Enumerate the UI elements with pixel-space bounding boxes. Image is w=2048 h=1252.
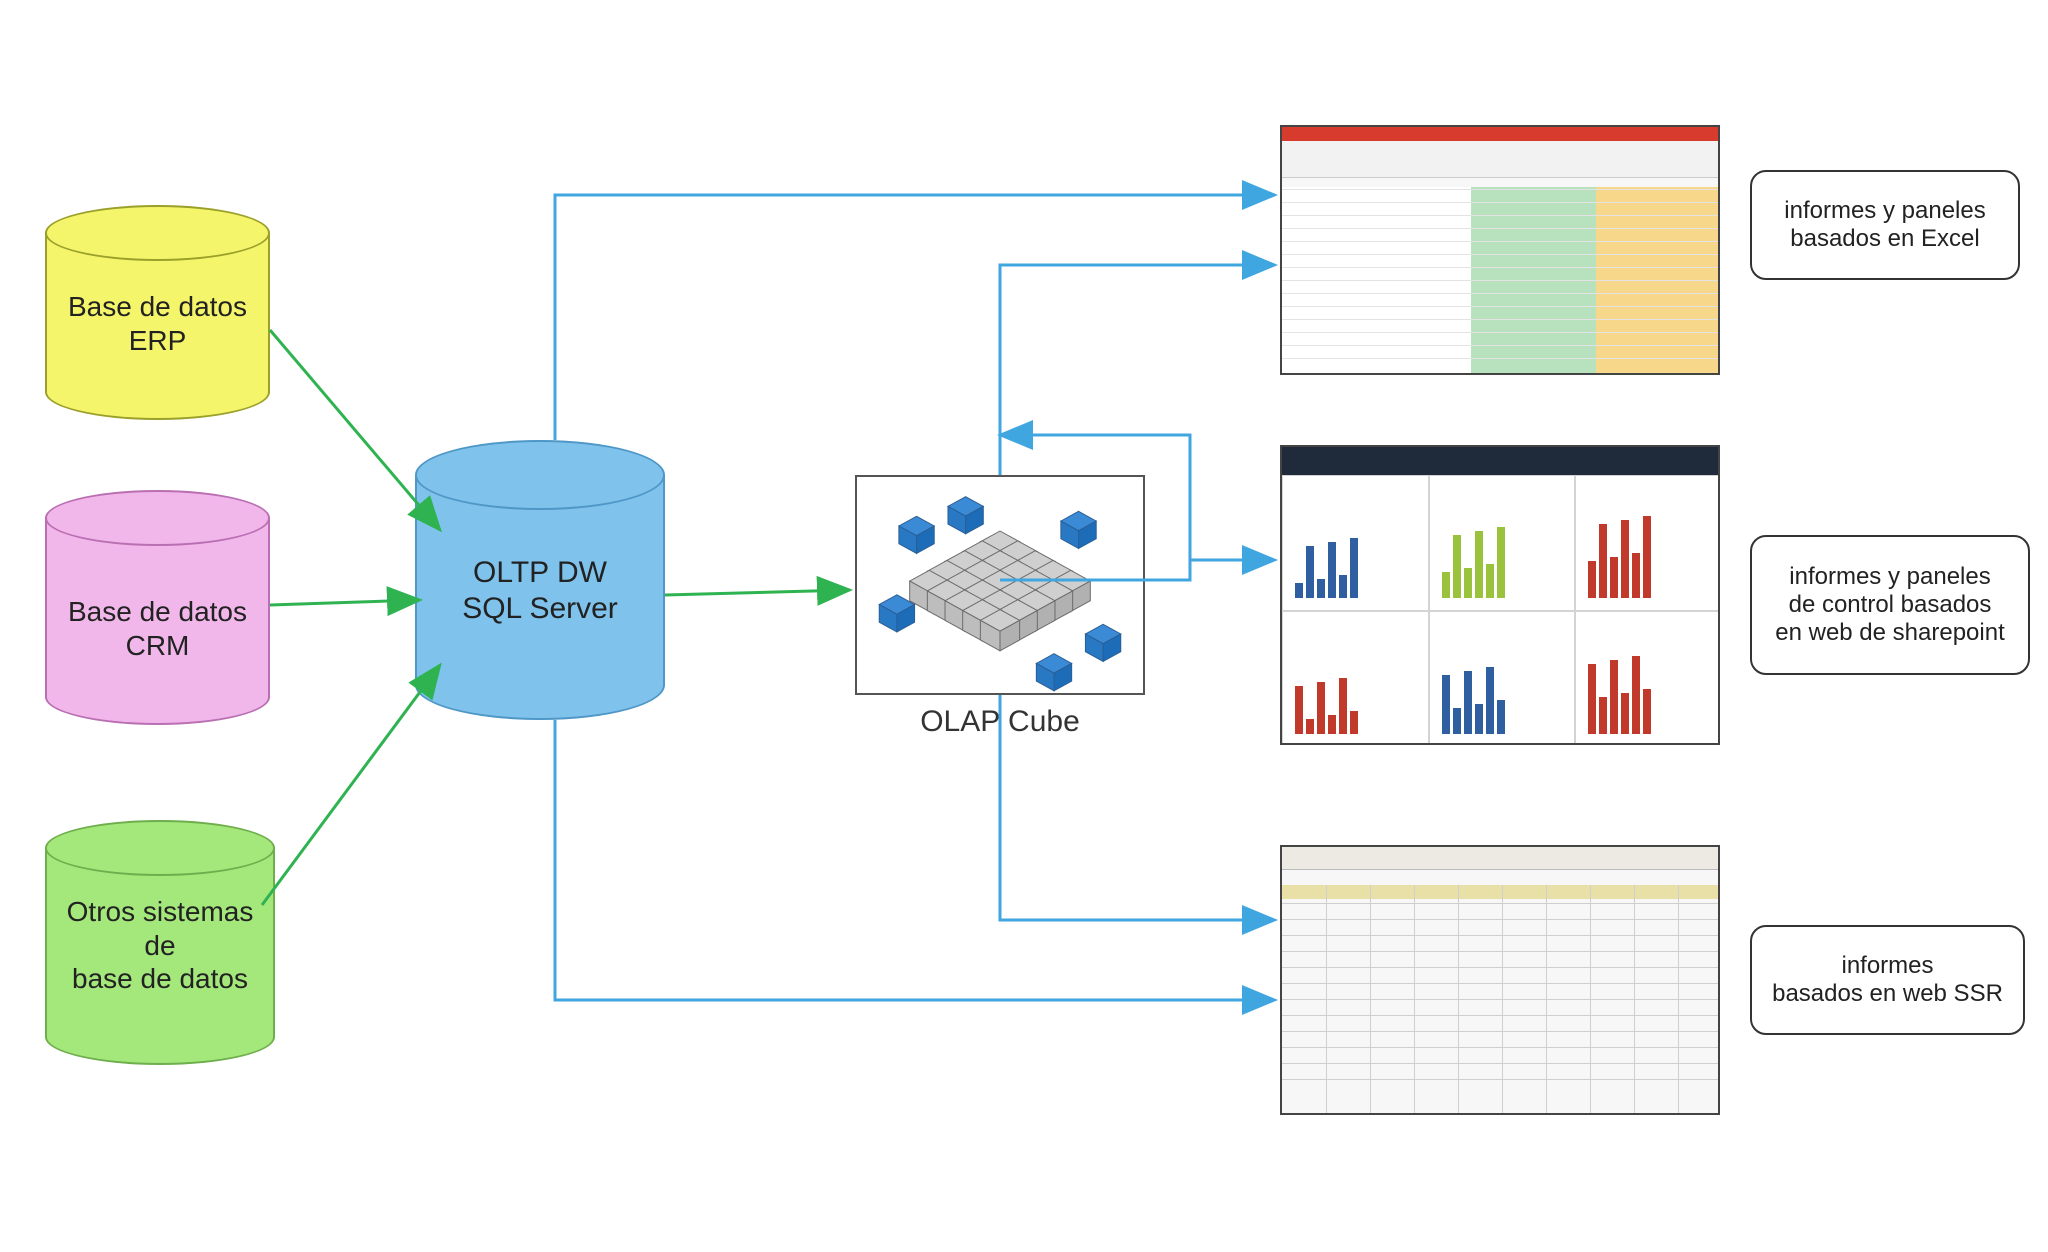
db-data-warehouse: OLTP DW SQL Server: [415, 440, 665, 720]
db-other: Otros sistemas de base de datos: [45, 820, 275, 1065]
db-other-label: Otros sistemas de base de datos: [45, 895, 275, 996]
db-crm-label: Base de datos CRM: [45, 595, 270, 662]
db-crm: Base de datos CRM: [45, 490, 270, 725]
label-sharepoint: informes y paneles de control basados en…: [1775, 563, 2005, 647]
olap-cube-icon: [857, 477, 1143, 693]
olap-caption: OLAP Cube: [900, 705, 1100, 745]
label-ssr: informes basados en web SSR: [1772, 952, 2003, 1008]
db-dw-label: OLTP DW SQL Server: [415, 555, 665, 627]
label-box-ssr: informes basados en web SSR: [1750, 925, 2025, 1035]
label-box-sharepoint: informes y paneles de control basados en…: [1750, 535, 2030, 675]
db-erp: Base de datos ERP: [45, 205, 270, 420]
label-excel: informes y paneles basados en Excel: [1784, 197, 1985, 253]
label-box-excel: informes y paneles basados en Excel: [1750, 170, 2020, 280]
db-erp-label: Base de datos ERP: [45, 290, 270, 357]
screenshot-ssr: [1280, 845, 1720, 1115]
screenshot-excel: [1280, 125, 1720, 375]
screenshot-sharepoint: [1280, 445, 1720, 745]
architecture-diagram: Base de datos ERP Base de datos CRM Otro…: [0, 0, 2048, 1252]
olap-cube-box: [855, 475, 1145, 695]
